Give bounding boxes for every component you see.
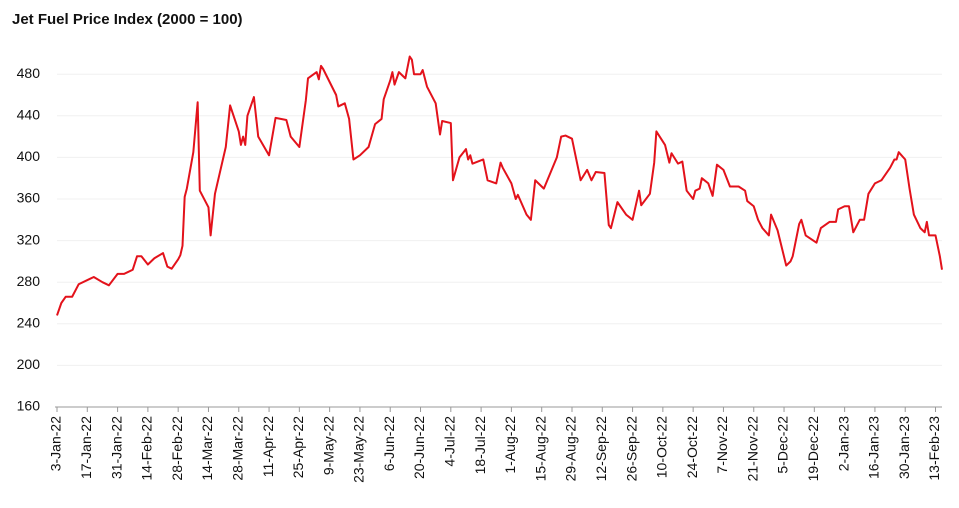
x-tick-label: 31-Jan-22 (108, 416, 124, 479)
x-tick-label: 6-Jun-22 (381, 416, 397, 471)
x-tick-label: 28-Mar-22 (229, 416, 245, 481)
x-tick-label: 20-Jun-22 (411, 416, 427, 479)
x-tick-label: 25-Apr-22 (290, 416, 306, 478)
y-tick-label: 440 (17, 107, 41, 123)
x-tick-label: 21-Nov-22 (744, 416, 760, 482)
y-tick-label: 480 (17, 65, 41, 81)
x-tick-label: 12-Sep-22 (593, 416, 609, 482)
x-tick-label: 2-Jan-23 (835, 416, 851, 471)
x-tick-label: 10-Oct-22 (654, 416, 670, 478)
x-tick-label: 16-Jan-23 (866, 416, 882, 479)
y-tick-label: 360 (17, 190, 41, 206)
price-line (56, 55, 943, 316)
x-tick-label: 13-Feb-23 (926, 416, 942, 481)
x-tick-label: 29-Aug-22 (563, 416, 579, 482)
x-tick-label: 24-Oct-22 (684, 416, 700, 478)
y-tick-label: 400 (17, 148, 41, 164)
x-tick-label: 26-Sep-22 (623, 416, 639, 482)
x-tick-label: 5-Dec-22 (775, 416, 791, 474)
x-tick-label: 14-Mar-22 (199, 416, 215, 481)
x-tick-label: 19-Dec-22 (805, 416, 821, 482)
x-tick-label: 15-Aug-22 (532, 416, 548, 482)
x-tick-label: 18-Jul-22 (472, 416, 488, 475)
y-tick-label: 200 (17, 356, 41, 372)
chart-title: Jet Fuel Price Index (2000 = 100) (12, 11, 243, 28)
x-tick-label: 9-May-22 (320, 416, 336, 475)
x-tick-label: 23-May-22 (351, 416, 367, 483)
x-tick-label: 28-Feb-22 (169, 416, 185, 481)
x-tick-label: 7-Nov-22 (714, 416, 730, 474)
x-tick-label: 4-Jul-22 (442, 416, 458, 467)
y-tick-label: 160 (17, 398, 41, 414)
y-tick-label: 240 (17, 315, 41, 331)
y-tick-label: 280 (17, 273, 41, 289)
x-tick-label: 14-Feb-22 (139, 416, 155, 481)
x-tick-label: 3-Jan-22 (48, 416, 64, 471)
y-tick-label: 320 (17, 231, 41, 247)
x-tick-label: 30-Jan-23 (896, 416, 912, 479)
x-tick-label: 17-Jan-22 (78, 416, 94, 479)
x-tick-label: 1-Aug-22 (502, 416, 518, 474)
x-tick-label: 11-Apr-22 (260, 416, 276, 477)
